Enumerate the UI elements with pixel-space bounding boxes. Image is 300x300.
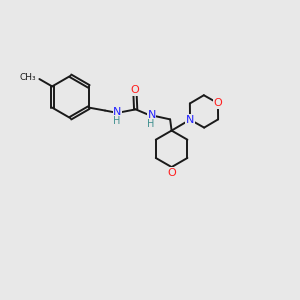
Text: O: O [131,85,140,95]
Text: O: O [167,168,176,178]
Text: H: H [113,116,120,126]
Text: N: N [147,110,156,120]
Text: N: N [113,107,122,117]
Text: N: N [186,115,194,125]
Text: CH₃: CH₃ [19,73,36,82]
Text: H: H [147,119,154,129]
Text: O: O [214,98,222,108]
